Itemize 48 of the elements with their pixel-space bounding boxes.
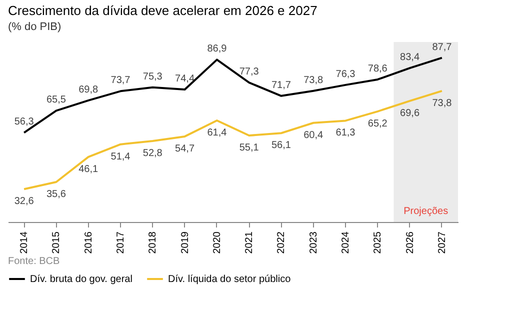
x-tick-label: 2026	[404, 231, 416, 254]
data-label: 46,1	[78, 164, 99, 175]
source-note: Fonte: BCB	[8, 256, 60, 267]
x-tick-label: 2021	[244, 231, 256, 254]
data-label: 35,6	[46, 189, 66, 200]
data-label: 56,1	[271, 140, 292, 152]
x-tick-label: 2019	[180, 231, 191, 254]
x-tick-label: 2020	[212, 231, 223, 254]
x-tick-label: 2024	[340, 231, 352, 254]
x-tick-label: 2023	[308, 231, 320, 254]
data-label: 73,7	[110, 75, 131, 86]
data-label: 52,8	[142, 148, 163, 159]
data-label: 87,7	[432, 42, 452, 53]
data-label: 69,8	[78, 84, 99, 96]
data-label: 61,3	[336, 128, 356, 139]
data-label: 54,7	[175, 143, 195, 154]
data-label: 77,3	[239, 66, 260, 78]
band-label: Projeções	[404, 206, 448, 217]
data-label: 61,4	[207, 127, 228, 138]
data-label: 56,3	[14, 116, 34, 128]
x-tick-label: 2015	[51, 231, 62, 254]
data-label: 60,4	[304, 130, 324, 141]
x-tick-label: 2025	[372, 231, 384, 254]
x-tick-label: 2027	[436, 231, 448, 254]
legend-label: Dív. líquida do setor público	[168, 274, 292, 285]
chart-title: Crescimento da dívida deve acelerar em 2026 e 2027	[8, 2, 318, 18]
x-tick-label: 2022	[276, 231, 288, 254]
data-label: 73,8	[432, 98, 452, 109]
data-label: 73,8	[304, 74, 324, 86]
x-tick-label: 2017	[116, 231, 126, 254]
data-label: 86,9	[207, 44, 228, 55]
data-label: 32,6	[14, 196, 34, 208]
x-tick-label: 2018	[148, 231, 159, 254]
data-label: 55,1	[239, 142, 260, 154]
data-label: 83,4	[400, 52, 420, 64]
data-label: 71,7	[271, 80, 292, 91]
x-tick-label: 2016	[83, 231, 94, 254]
data-label: 65,2	[368, 118, 388, 130]
data-label: 51,4	[110, 151, 131, 162]
data-label: 78,6	[368, 63, 388, 74]
legend-label: Dív. bruta do gov. geral	[30, 274, 132, 285]
data-label: 75,3	[142, 71, 163, 82]
data-label: 69,6	[400, 108, 420, 119]
data-label: 74,4	[175, 73, 195, 84]
chart-subtitle: (% do PIB)	[8, 20, 62, 33]
data-label: 76,3	[336, 68, 356, 80]
x-tick-label: 2014	[19, 231, 30, 254]
data-label: 65,5	[46, 94, 66, 106]
